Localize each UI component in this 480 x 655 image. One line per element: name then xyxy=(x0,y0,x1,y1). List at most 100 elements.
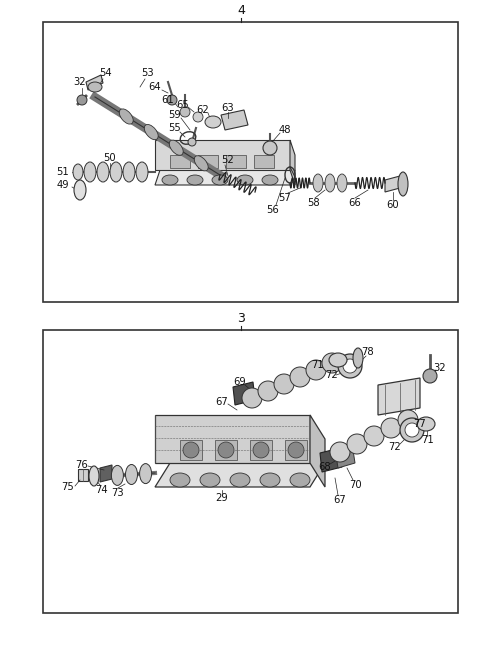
Ellipse shape xyxy=(242,388,262,408)
Text: 78: 78 xyxy=(362,347,374,357)
Ellipse shape xyxy=(88,82,102,92)
Ellipse shape xyxy=(343,359,357,373)
Ellipse shape xyxy=(290,367,310,387)
Ellipse shape xyxy=(417,417,435,431)
Ellipse shape xyxy=(353,348,363,368)
Polygon shape xyxy=(198,155,218,168)
Ellipse shape xyxy=(136,162,148,182)
Polygon shape xyxy=(250,440,272,460)
Text: 53: 53 xyxy=(142,68,154,78)
Polygon shape xyxy=(285,440,307,460)
Ellipse shape xyxy=(120,109,133,124)
Text: 71: 71 xyxy=(312,360,324,370)
Ellipse shape xyxy=(111,466,123,485)
Text: 49: 49 xyxy=(57,180,69,190)
Ellipse shape xyxy=(167,95,177,105)
Ellipse shape xyxy=(162,175,178,185)
Ellipse shape xyxy=(337,174,347,192)
Polygon shape xyxy=(155,463,325,487)
Ellipse shape xyxy=(347,434,367,454)
Text: 75: 75 xyxy=(61,482,74,492)
Ellipse shape xyxy=(262,175,278,185)
Polygon shape xyxy=(155,170,295,185)
Ellipse shape xyxy=(237,175,253,185)
Ellipse shape xyxy=(313,174,323,192)
Text: 66: 66 xyxy=(348,198,361,208)
Text: 72: 72 xyxy=(389,442,401,452)
Polygon shape xyxy=(221,110,248,130)
Text: 62: 62 xyxy=(197,105,209,115)
Ellipse shape xyxy=(188,138,196,146)
Text: 70: 70 xyxy=(348,480,361,490)
Text: 57: 57 xyxy=(278,193,291,203)
Text: 54: 54 xyxy=(99,68,111,78)
Ellipse shape xyxy=(125,464,137,485)
Text: 76: 76 xyxy=(76,460,88,470)
Text: 56: 56 xyxy=(266,205,279,215)
Text: 32: 32 xyxy=(434,363,446,373)
Text: 69: 69 xyxy=(234,377,246,387)
Ellipse shape xyxy=(140,464,152,483)
Text: 4: 4 xyxy=(237,5,245,18)
Polygon shape xyxy=(226,155,246,168)
Ellipse shape xyxy=(218,442,234,458)
Ellipse shape xyxy=(398,410,418,430)
Ellipse shape xyxy=(180,107,190,117)
Ellipse shape xyxy=(329,353,347,367)
Text: 73: 73 xyxy=(112,488,124,498)
Polygon shape xyxy=(233,382,255,405)
Text: 60: 60 xyxy=(387,200,399,210)
Text: 48: 48 xyxy=(279,125,291,135)
Ellipse shape xyxy=(263,141,277,155)
Ellipse shape xyxy=(260,473,280,487)
Text: 52: 52 xyxy=(222,155,234,165)
Bar xyxy=(43,22,458,302)
Polygon shape xyxy=(215,440,237,460)
Text: 64: 64 xyxy=(149,82,161,92)
Text: 63: 63 xyxy=(222,103,234,113)
Ellipse shape xyxy=(306,360,326,380)
Ellipse shape xyxy=(230,473,250,487)
Text: 55: 55 xyxy=(168,123,181,133)
Ellipse shape xyxy=(77,95,87,105)
Polygon shape xyxy=(100,465,112,482)
Ellipse shape xyxy=(330,442,350,462)
Ellipse shape xyxy=(325,174,335,192)
Ellipse shape xyxy=(364,426,384,446)
Ellipse shape xyxy=(381,418,401,438)
Polygon shape xyxy=(170,155,190,168)
Ellipse shape xyxy=(274,374,294,394)
Text: 72: 72 xyxy=(325,370,338,380)
Ellipse shape xyxy=(193,112,203,122)
Text: 71: 71 xyxy=(421,435,434,445)
Ellipse shape xyxy=(84,162,96,182)
Ellipse shape xyxy=(423,369,437,383)
Polygon shape xyxy=(180,440,202,460)
Ellipse shape xyxy=(288,442,304,458)
Text: 59: 59 xyxy=(168,110,181,120)
Ellipse shape xyxy=(187,175,203,185)
Ellipse shape xyxy=(74,180,86,200)
Ellipse shape xyxy=(123,162,135,182)
Text: 51: 51 xyxy=(57,167,70,177)
Polygon shape xyxy=(336,450,355,468)
Ellipse shape xyxy=(398,172,408,196)
Ellipse shape xyxy=(97,162,109,182)
Polygon shape xyxy=(378,378,420,415)
Polygon shape xyxy=(310,415,325,487)
Ellipse shape xyxy=(205,116,221,128)
Ellipse shape xyxy=(200,473,220,487)
Text: 67: 67 xyxy=(334,495,347,505)
Bar xyxy=(43,330,458,613)
Text: 3: 3 xyxy=(237,312,245,326)
Ellipse shape xyxy=(170,473,190,487)
Ellipse shape xyxy=(169,140,183,155)
Ellipse shape xyxy=(405,423,419,437)
Ellipse shape xyxy=(144,124,158,140)
Polygon shape xyxy=(155,140,290,170)
Text: 77: 77 xyxy=(414,419,426,429)
Polygon shape xyxy=(290,140,295,185)
Ellipse shape xyxy=(73,164,83,180)
Ellipse shape xyxy=(338,354,362,378)
Text: 61: 61 xyxy=(162,95,174,105)
